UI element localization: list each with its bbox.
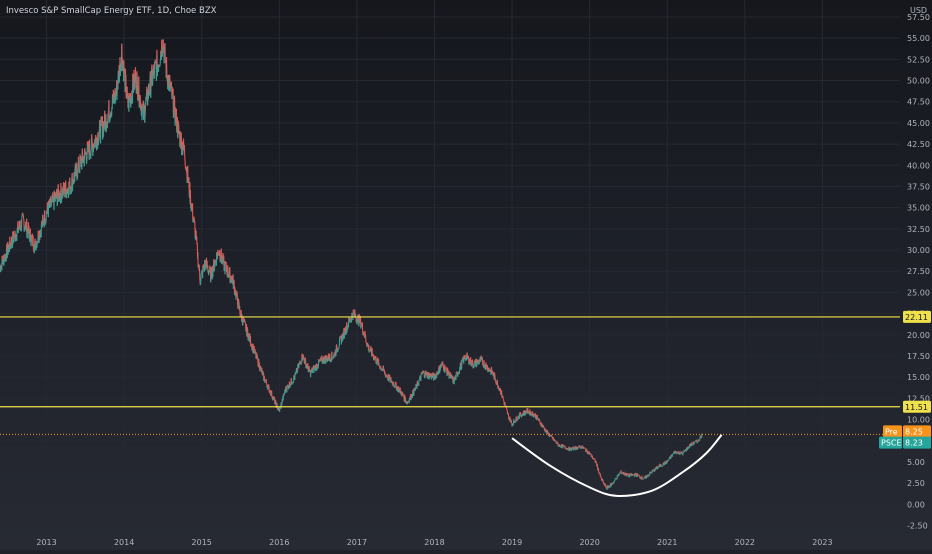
y-tick-label: 25.00	[907, 288, 930, 297]
x-tick-label: 2015	[192, 538, 212, 547]
x-tick-label: 2022	[735, 538, 755, 547]
y-tick-label: 0.00	[907, 500, 925, 509]
pre-tag-label: Pre	[885, 427, 898, 436]
y-tick-label: 50.00	[907, 77, 930, 86]
x-tick-label: 2014	[114, 538, 134, 547]
y-tick-label: 5.00	[907, 458, 925, 467]
ticker-tag-label: PSCE	[881, 439, 902, 448]
x-tick-label: 2017	[347, 538, 367, 547]
y-tick-label: 47.50	[907, 98, 930, 107]
y-tick-label: 45.00	[907, 119, 930, 128]
y-tick-label: 42.50	[907, 140, 930, 149]
y-tick-label: 40.00	[907, 161, 930, 170]
y-tick-label: 35.00	[907, 204, 930, 213]
y-tick-label: 10.00	[907, 416, 930, 425]
y-tick-label: 55.00	[907, 34, 930, 43]
y-tick-label: 20.00	[907, 331, 930, 340]
y-tick-label: 2.50	[907, 479, 925, 488]
y-tick-label: 30.00	[907, 246, 930, 255]
pre-value-badge: 8.25	[905, 427, 923, 436]
level-badge-top: 22.11	[905, 313, 928, 322]
x-tick-label: 2016	[269, 538, 289, 547]
x-tick-label: 2021	[657, 538, 677, 547]
y-tick-label: 52.50	[907, 55, 930, 64]
x-tick-label: 2013	[36, 538, 56, 547]
y-tick-label: 15.00	[907, 373, 930, 382]
last-price-badge: 8.23	[905, 439, 923, 448]
x-tick-label: 2020	[579, 538, 599, 547]
y-tick-label: 27.50	[907, 267, 930, 276]
y-tick-label: -2.50	[907, 522, 928, 531]
x-tick-label: 2023	[812, 538, 832, 547]
chart-title: Invesco S&P SmallCap Energy ETF, 1D, Cho…	[6, 6, 217, 16]
level-badge-bottom: 11.51	[905, 403, 928, 412]
currency-label: USD	[910, 6, 927, 15]
x-tick-label: 2019	[502, 538, 522, 547]
x-tick-label: 2018	[424, 538, 444, 547]
y-tick-label: 32.50	[907, 225, 930, 234]
y-tick-label: 17.50	[907, 352, 930, 361]
y-tick-label: 37.50	[907, 182, 930, 191]
